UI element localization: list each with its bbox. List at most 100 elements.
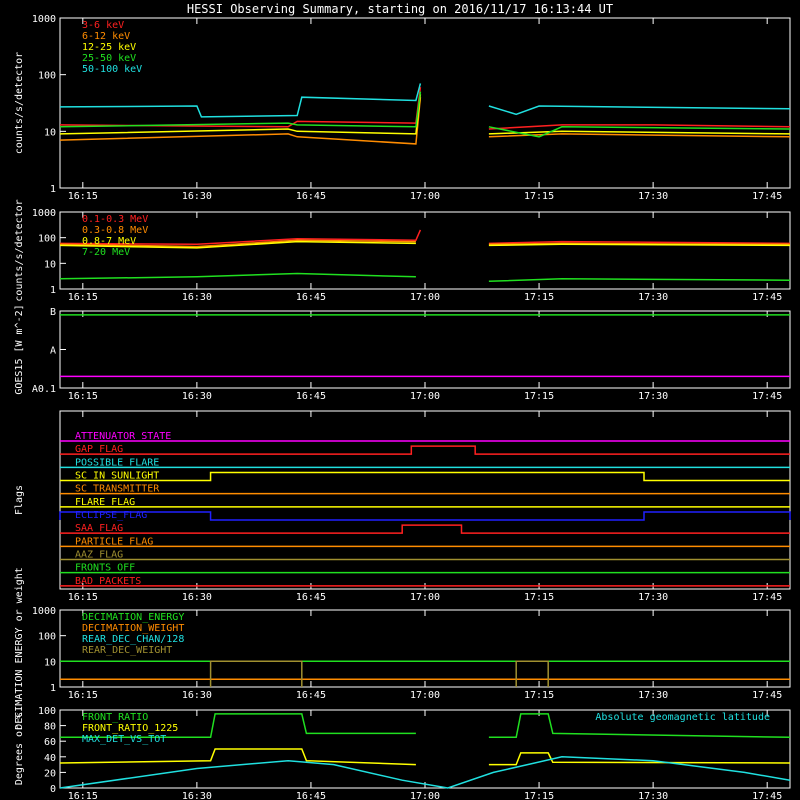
series-line [488,713,791,739]
legend-entry: FRONT_RATIO [82,712,148,723]
y-axis-label: Flags [14,485,25,515]
x-tick-label: 17:00 [410,791,440,800]
x-tick-label: 17:00 [410,292,440,303]
series-line [209,660,303,687]
flag-line [60,471,790,482]
series-line [59,756,791,789]
flag-label: SC_TRANSMITTER [75,484,160,495]
x-tick-label: 17:15 [524,690,554,701]
series-line [59,240,416,249]
flag-label: AAZ_FLAG [75,550,123,561]
y-tick-label: 80 [44,722,56,733]
x-tick-label: 17:15 [524,791,554,800]
series-line [59,748,416,766]
y-tick-label: 100 [38,706,56,717]
flag-label: BAD_PACKETS [75,576,141,587]
flag-label: FRONTS_OFF [75,563,135,574]
legend-entry: 50-100 keV [82,64,142,75]
x-tick-label: 16:45 [296,592,326,603]
y-tick-label: 100 [38,71,56,82]
y-tick-label: 100 [38,632,56,643]
x-tick-label: 17:45 [752,191,782,202]
flag-line [60,445,790,455]
legend-entry: MAX_DET_VS_TOT [82,734,166,745]
series-line [59,272,416,280]
series-line [488,133,791,138]
y-axis-label: counts/s/detector [14,199,25,301]
y-axis-label: GOES15 [W m^-2] [14,304,25,394]
legend-entry: DECIMATION_ENERGY [82,612,184,623]
x-tick-label: 16:30 [182,592,212,603]
series-line [59,97,422,145]
x-tick-label: 16:15 [68,791,98,800]
x-tick-label: 17:00 [410,191,440,202]
x-tick-label: 17:30 [638,391,668,402]
legend-entry: 0.8-7 MeV [82,236,136,247]
legend-entry: 0.1-0.3 MeV [82,214,148,225]
series-line [488,240,791,245]
series-line [488,752,791,766]
y-tick-label: 10 [44,127,56,138]
x-tick-label: 17:45 [752,592,782,603]
x-tick-label: 17:00 [410,592,440,603]
y-axis-label: Degrees or % [14,713,25,785]
flag-label: SC_IN_SUNLIGHT [75,471,159,482]
y-tick-label: 0 [50,784,56,795]
y-tick-label: 10 [44,657,56,668]
flag-label: POSSIBLE_FLARE [75,457,159,468]
y-tick-label: 20 [44,768,56,779]
x-tick-label: 17:00 [410,391,440,402]
y-tick-label: 100 [38,234,56,245]
y-tick-label: 1000 [32,14,56,25]
x-tick-label: 17:00 [410,690,440,701]
x-tick-label: 16:15 [68,592,98,603]
series-line [59,239,416,248]
series-line [488,242,791,246]
panel-frame [59,17,791,189]
flag-line [60,524,790,534]
y-tick-label: A [50,346,56,357]
annotation: Absolute geomagnetic latitude [595,712,770,723]
series-line [488,243,791,247]
legend-entry: 6-12 keV [82,31,130,42]
y-tick-label: B [50,307,56,318]
series-line [515,660,549,687]
y-tick-label: A0.1 [32,384,56,395]
x-tick-label: 17:15 [524,592,554,603]
x-tick-label: 16:15 [68,690,98,701]
x-tick-label: 16:30 [182,292,212,303]
legend-entry: 7-20 MeV [82,247,130,258]
y-tick-label: 1000 [32,606,56,617]
x-tick-label: 17:30 [638,292,668,303]
x-tick-label: 16:45 [296,292,326,303]
x-tick-label: 16:30 [182,191,212,202]
series-line [59,229,422,246]
y-tick-label: 60 [44,737,56,748]
y-tick-label: 10 [44,259,56,270]
flag-label: PARTICLE_FLAG [75,536,153,547]
x-tick-label: 17:30 [638,690,668,701]
x-tick-label: 16:30 [182,791,212,800]
legend-entry: REAR_DEC_WEIGHT [82,645,172,656]
legend-entry: 12-25 keV [82,42,136,53]
flag-line [59,511,791,521]
x-tick-label: 17:15 [524,391,554,402]
x-tick-label: 17:30 [638,191,668,202]
x-tick-label: 16:15 [68,391,98,402]
x-tick-label: 16:30 [182,690,212,701]
flag-label: FLARE_FLAG [75,497,135,508]
x-tick-label: 16:45 [296,391,326,402]
panels: 16:15 16:30 16:45 17:00 17:15 17:30 17:45 count… [14,14,791,800]
x-tick-label: 16:45 [296,690,326,701]
y-axis-label: counts/s/detector [14,52,25,154]
x-tick-label: 17:30 [638,592,668,603]
flag-label: GAP_FLAG [75,444,123,455]
series-line [60,713,416,739]
y-tick-label: 1 [50,683,56,694]
y-axis-label: DECIMATION ENERGY or weight [14,567,25,730]
series-line [488,124,791,130]
x-tick-label: 16:15 [68,191,98,202]
series-line [59,83,422,118]
x-tick-label: 17:45 [752,391,782,402]
